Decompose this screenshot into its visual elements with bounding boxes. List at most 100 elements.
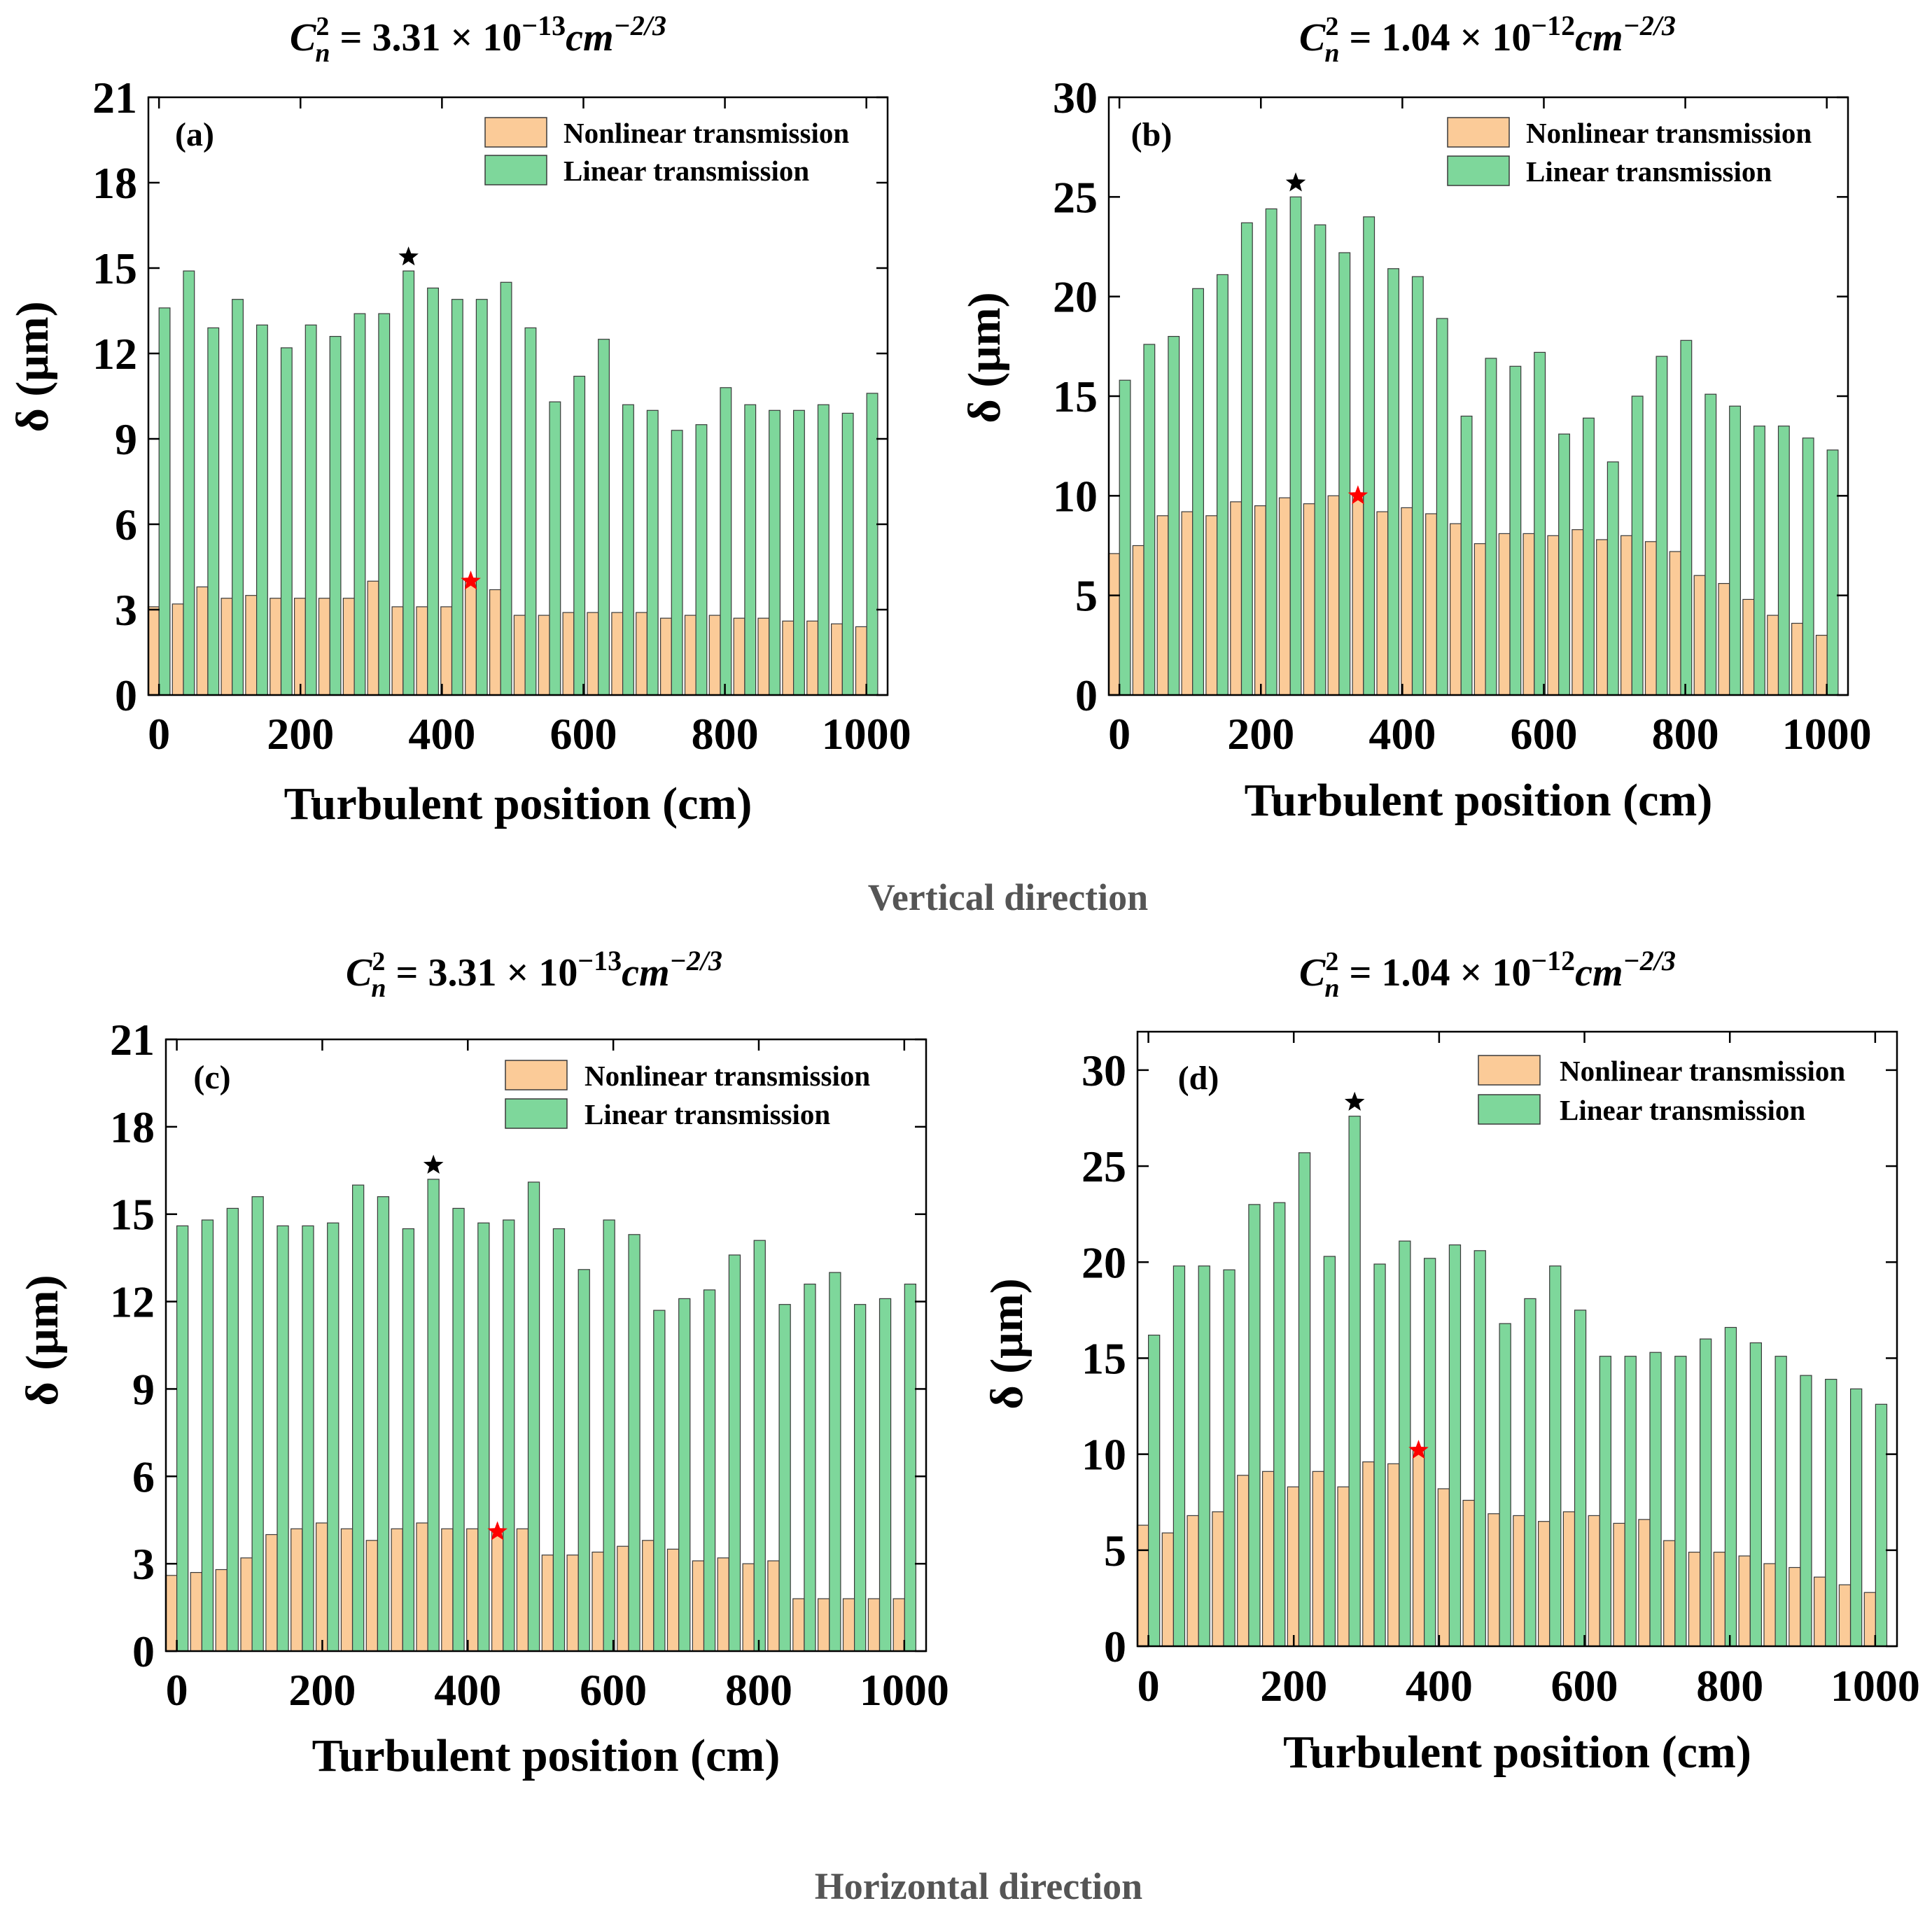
bar-nonlinear xyxy=(1693,575,1706,696)
bar-nonlinear xyxy=(196,586,209,696)
legend-swatch-linear xyxy=(505,1098,568,1129)
bar-nonlinear xyxy=(1788,1566,1801,1647)
bar-nonlinear xyxy=(541,1555,554,1652)
legend-swatch-nonlinear xyxy=(505,1060,568,1090)
y-tick-label: 15 xyxy=(1053,372,1098,421)
x-tick-label: 600 xyxy=(1510,709,1577,759)
bar-linear xyxy=(1436,318,1448,696)
bar-nonlinear xyxy=(562,612,575,696)
bar-nonlinear xyxy=(611,612,624,696)
bar-linear xyxy=(1875,1403,1888,1647)
bar-linear xyxy=(1216,274,1228,696)
plot-frame xyxy=(164,1038,927,1653)
x-tick-label: 1000 xyxy=(1782,709,1872,759)
bar-nonlinear xyxy=(1186,1515,1199,1647)
bar-nonlinear xyxy=(642,1540,654,1652)
bar-nonlinear xyxy=(1738,1555,1751,1647)
x-tick-label: 600 xyxy=(550,709,617,759)
bar-linear xyxy=(1223,1269,1236,1647)
bar-nonlinear xyxy=(1498,533,1511,696)
bar-linear xyxy=(552,1228,566,1652)
title-unit-exp: −2/3 xyxy=(614,10,666,41)
bar-nonlinear xyxy=(855,626,867,696)
bar-linear xyxy=(524,327,537,696)
bar-linear xyxy=(829,1272,841,1652)
bar-linear xyxy=(841,412,854,696)
bar-nonlinear xyxy=(220,598,233,696)
panel-label: (a) xyxy=(175,116,214,153)
y-tick-label: 6 xyxy=(132,1452,155,1501)
bar-nonlinear xyxy=(1767,615,1779,696)
bar-linear xyxy=(728,1254,741,1652)
bar-nonlinear xyxy=(1212,1511,1224,1647)
y-tick-label: 15 xyxy=(110,1190,155,1240)
bar-linear xyxy=(1800,1375,1812,1647)
title-exp: −13 xyxy=(578,945,622,976)
bar-linear xyxy=(427,1179,440,1652)
bar-nonlinear xyxy=(1107,553,1120,696)
bar-linear xyxy=(678,1298,691,1652)
x-tick-label: 0 xyxy=(148,709,170,759)
bar-nonlinear xyxy=(489,589,501,696)
x-tick-label: 200 xyxy=(1260,1661,1327,1711)
legend-swatch-linear xyxy=(1478,1094,1541,1125)
title-c: C xyxy=(1299,16,1326,59)
bar-linear xyxy=(578,1269,590,1652)
y-tick-label: 15 xyxy=(1082,1333,1126,1383)
x-tick-label: 200 xyxy=(288,1665,356,1715)
bar-linear xyxy=(475,299,488,696)
bar-linear xyxy=(1373,1263,1386,1647)
bar-linear xyxy=(427,287,440,696)
panel-b: C2 n = 1.04 × 10−12cm−2/3 0 5 10 15 20 25 30 0 200… xyxy=(959,10,1872,826)
y-tick-label: 25 xyxy=(1082,1142,1126,1191)
bar-nonlinear xyxy=(1376,511,1389,696)
x-tick-label: 600 xyxy=(1551,1661,1618,1711)
bar-nonlinear xyxy=(1763,1563,1776,1647)
legend: Nonlinear transmission Linear transmissio… xyxy=(484,117,849,187)
x-axis-label: Turbulent position (cm) xyxy=(312,1730,780,1781)
bar-nonlinear xyxy=(1488,1513,1500,1647)
y-axis-label: δ (μm) xyxy=(959,292,1010,423)
bar-linear xyxy=(201,1219,214,1652)
bar-linear xyxy=(1387,268,1399,696)
bar-nonlinear xyxy=(1669,551,1681,696)
bar-linear xyxy=(302,1225,314,1652)
bar-linear xyxy=(207,327,220,696)
title-unit: cm xyxy=(1575,951,1623,995)
title-sup: 2 xyxy=(372,947,385,976)
bar-nonlinear xyxy=(465,580,477,696)
bar-linear xyxy=(402,270,415,696)
panel-label: (b) xyxy=(1131,116,1172,153)
bar-linear xyxy=(1649,1352,1662,1647)
y-tick-label: 10 xyxy=(1053,471,1098,521)
y-tick-label: 0 xyxy=(132,1627,155,1676)
bar-linear xyxy=(500,281,512,696)
bar-linear xyxy=(720,387,732,696)
bar-linear xyxy=(1826,449,1839,696)
bar-nonlinear xyxy=(587,612,599,696)
bar-nonlinear xyxy=(1156,515,1169,696)
bar-linear xyxy=(792,409,805,696)
legend: Nonlinear transmission Linear transmissio… xyxy=(1447,117,1812,188)
legend-swatch-linear xyxy=(1447,155,1510,186)
bar-linear xyxy=(598,339,610,696)
bar-linear xyxy=(1777,426,1790,696)
bar-nonlinear xyxy=(1337,1486,1350,1647)
legend-label-nonlinear: Nonlinear transmission xyxy=(1526,117,1812,149)
bar-linear xyxy=(1289,196,1302,696)
max-star-linear xyxy=(423,1154,444,1174)
bar-linear xyxy=(276,1225,289,1652)
plot-frame xyxy=(1136,1030,1898,1648)
bar-nonlinear xyxy=(1596,539,1608,696)
bar-nonlinear xyxy=(513,615,526,696)
bar-nonlinear xyxy=(1181,511,1194,696)
bar-nonlinear xyxy=(1474,543,1486,696)
y-tick-label: 9 xyxy=(132,1364,155,1414)
bar-linear xyxy=(778,1304,791,1652)
bar-linear xyxy=(1192,288,1204,696)
title-rest: = 1.04 × 10 xyxy=(1340,951,1532,995)
x-tick-label: 400 xyxy=(1368,709,1436,759)
bar-linear xyxy=(1499,1323,1511,1647)
legend-label-nonlinear: Nonlinear transmission xyxy=(1560,1055,1845,1087)
bar-linear xyxy=(1729,405,1741,696)
